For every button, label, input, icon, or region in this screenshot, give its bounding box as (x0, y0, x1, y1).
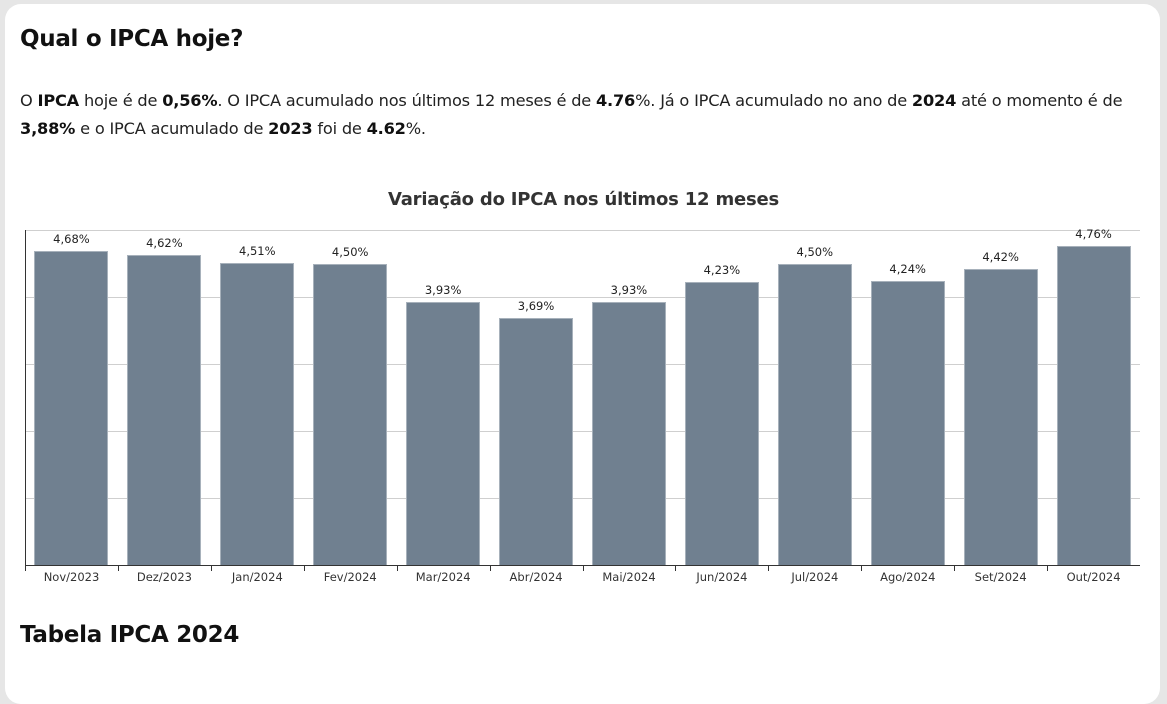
x-tick (25, 565, 26, 571)
x-tick-label: Jun/2024 (696, 570, 748, 584)
bar-value-label: 4,68% (53, 232, 90, 247)
text: até o momento é de (956, 91, 1123, 110)
bar[interactable] (1056, 246, 1131, 565)
x-tick (582, 565, 584, 571)
x-tick-label: Jan/2024 (231, 570, 283, 584)
x-tick-label: Fev/2024 (323, 570, 377, 584)
previous-year: 2023 (268, 119, 313, 138)
x-tick (861, 565, 863, 571)
bar[interactable] (591, 301, 666, 565)
bar-value-label: 4,50% (331, 244, 369, 259)
ipca-ytd-value: 3,88% (20, 119, 76, 138)
bar-value-label: 4,42% (982, 249, 1019, 264)
bar-value-label: 4,24% (889, 261, 926, 276)
x-tick (489, 565, 491, 571)
current-year: 2024 (911, 91, 957, 110)
gridline (25, 364, 1140, 365)
bar-value-label: 4,62% (146, 236, 183, 251)
x-tick-label: Abr/2024 (509, 570, 563, 584)
text: %. (405, 119, 426, 138)
x-tick (675, 565, 677, 571)
x-tick (1047, 565, 1049, 571)
bar[interactable] (127, 255, 202, 565)
gridline (25, 297, 1140, 298)
bar[interactable] (684, 281, 759, 565)
text: hoje é de (79, 91, 163, 110)
bar[interactable] (870, 280, 945, 565)
bar-value-label: 3,69% (517, 298, 555, 313)
bar[interactable] (34, 251, 109, 565)
x-tick (303, 565, 305, 571)
bar-value-label: 4,51% (239, 243, 276, 258)
bar-value-label: 4,50% (796, 244, 834, 259)
text: . O IPCA acumulado nos últimos 12 meses … (217, 91, 596, 110)
x-tick-label: Dez/2023 (136, 570, 192, 584)
x-tick (210, 565, 212, 571)
bar[interactable] (220, 262, 295, 565)
x-tick (396, 565, 398, 571)
ipca-summary-paragraph: O IPCA hoje é de 0,56%. O IPCA acumulado… (20, 87, 1140, 143)
text: %. Já o IPCA acumulado no ano de (635, 91, 912, 110)
gridline (25, 230, 1140, 231)
x-tick-label: Set/2024 (974, 570, 1027, 584)
x-tick (768, 565, 770, 571)
x-tick-label: Jul/2024 (791, 570, 839, 584)
bar[interactable] (963, 268, 1038, 565)
text: foi de (312, 119, 367, 138)
x-tick-label: Ago/2024 (880, 570, 936, 584)
ipca-term: IPCA (37, 91, 80, 110)
gridline (25, 431, 1140, 432)
bar[interactable] (313, 263, 388, 565)
page-title: Qual o IPCA hoje? (20, 26, 244, 52)
text: O (20, 91, 38, 110)
x-tick-label: Mar/2024 (415, 570, 471, 584)
bar-chart: 4,68% Nov/2023 4,62% Dez/2023 4,51% Jan/2024 4… (25, 227, 1140, 584)
bar[interactable] (499, 317, 574, 565)
x-tick-label: Out/2024 (1066, 570, 1121, 584)
x-tick-label: Mai/2024 (602, 570, 656, 584)
gridline (25, 498, 1140, 499)
ipca-12m-value: 4.76 (595, 91, 636, 110)
bar[interactable] (406, 301, 481, 565)
x-tick-label: Nov/2023 (43, 570, 100, 584)
bar[interactable] (777, 263, 852, 565)
y-axis (25, 230, 26, 565)
table-section-title: Tabela IPCA 2024 (20, 622, 240, 648)
bar-value-label: 4,23% (703, 262, 741, 277)
x-tick (117, 565, 119, 571)
bar-value-label: 4,76% (1075, 227, 1112, 242)
x-tick (954, 565, 956, 571)
chart-title: Variação do IPCA nos últimos 12 meses (387, 189, 780, 210)
ipca-today-value: 0,56% (162, 91, 218, 110)
bar-value-label: 3,93% (424, 282, 462, 297)
text: e o IPCA acumulado de (75, 119, 269, 138)
bar-value-label: 3,93% (610, 282, 648, 297)
ipca-previous-year-value: 4.62 (366, 119, 406, 138)
